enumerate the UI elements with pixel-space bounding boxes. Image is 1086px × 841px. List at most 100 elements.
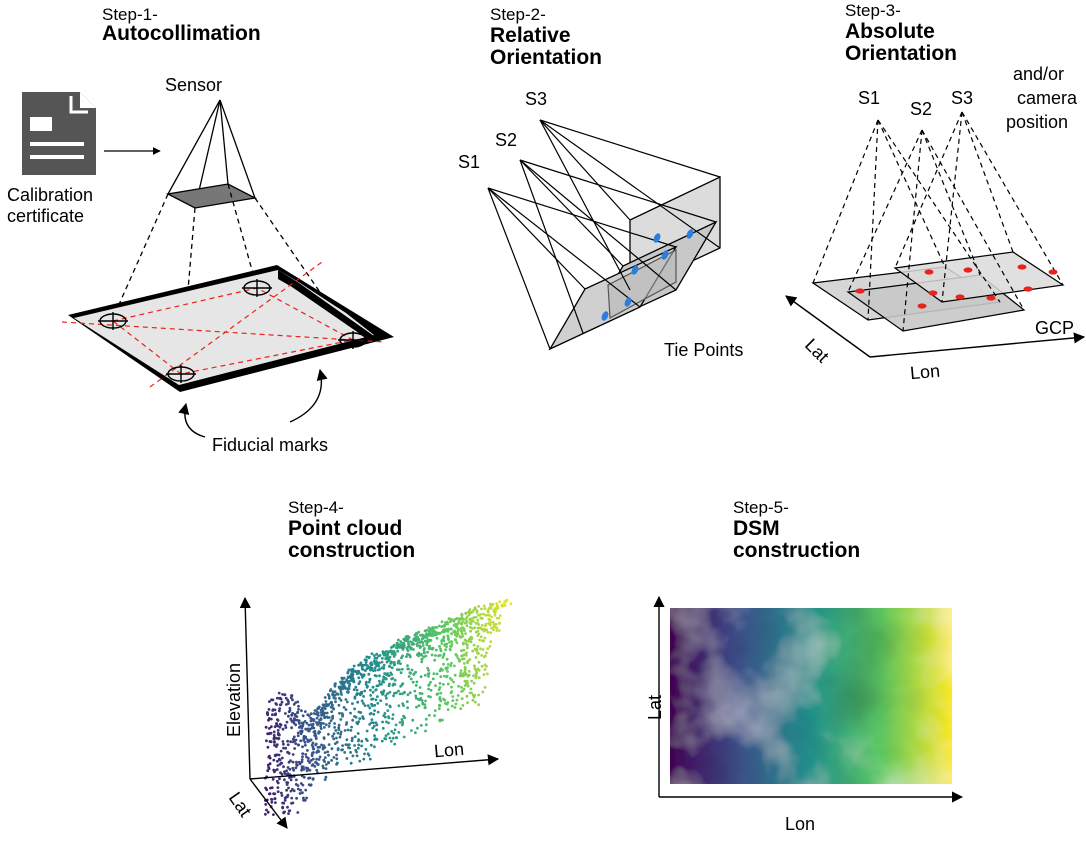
cloud-point [486, 630, 490, 634]
cloud-point [300, 729, 304, 733]
cloud-point [387, 721, 390, 725]
cloud-point [388, 736, 392, 740]
cloud-point [467, 610, 471, 614]
cloud-point [460, 629, 463, 632]
cloud-point [414, 694, 418, 698]
cloud-point [430, 653, 434, 657]
cloud-point [486, 647, 490, 651]
fiducial-arrows [178, 368, 328, 438]
cloud-point [322, 713, 326, 717]
cloud-point [358, 759, 362, 763]
cloud-point [286, 766, 290, 769]
pc-lon-axis-label: Lon [433, 739, 465, 762]
cloud-point [406, 652, 409, 656]
cloud-point [378, 674, 381, 678]
cloud-point [367, 656, 371, 660]
cloud-point [347, 743, 351, 747]
cloud-point [314, 737, 318, 740]
gcp-point [917, 303, 927, 309]
cloud-point [373, 674, 377, 677]
gcp-point [1048, 269, 1058, 275]
cloud-point [350, 679, 353, 682]
lon-axis-label: Lon [909, 361, 941, 384]
cloud-point [422, 648, 426, 652]
certificate-label-line-2: certificate [7, 206, 84, 226]
cloud-point [401, 721, 405, 725]
cloud-point [468, 608, 472, 612]
step-3-title: Step-3- Absolute Orientation [845, 1, 957, 65]
cloud-point [374, 721, 378, 725]
cloud-point [313, 729, 317, 733]
cloud-point [446, 622, 450, 626]
cloud-point [315, 757, 319, 761]
cloud-point [308, 776, 312, 780]
cloud-point [309, 716, 313, 720]
cloud-point [354, 685, 358, 689]
cloud-point [437, 688, 441, 692]
cloud-point [469, 629, 472, 633]
cloud-point [450, 632, 453, 636]
gcp-point [924, 269, 934, 275]
cloud-point [282, 746, 285, 750]
cloud-point [455, 617, 459, 620]
cloud-point [442, 652, 446, 656]
cloud-point [266, 763, 270, 767]
cloud-point [321, 747, 325, 751]
cloud-point [468, 617, 472, 621]
cloud-point [417, 651, 421, 655]
cloud-point [424, 717, 428, 721]
cloud-point [480, 616, 483, 620]
cloud-point [286, 739, 289, 743]
cloud-point [275, 696, 279, 700]
cloud-point [461, 642, 465, 646]
cloud-point [289, 759, 292, 763]
cloud-point [433, 658, 437, 662]
cloud-point [391, 736, 395, 740]
cloud-point [466, 674, 470, 678]
cloud-point [300, 758, 304, 761]
cloud-point [497, 616, 501, 620]
cloud-point [394, 723, 398, 727]
cloud-point [332, 707, 336, 711]
tie-point [624, 297, 632, 307]
cloud-point [449, 645, 452, 648]
station-s3-label: S3 [525, 89, 547, 109]
cloud-point [372, 724, 376, 728]
cloud-point [328, 722, 331, 725]
cloud-point [473, 607, 477, 611]
cloud-point [267, 727, 271, 730]
cloud-point [302, 796, 305, 800]
cloud-point [358, 717, 362, 720]
cloud-point [351, 718, 355, 722]
cloud-point [456, 632, 460, 636]
cloud-point [494, 623, 498, 626]
cloud-point [497, 629, 501, 632]
cloud-point [410, 729, 413, 732]
cloud-point [498, 621, 502, 625]
cloud-point [311, 757, 315, 761]
cloud-point [296, 710, 300, 714]
step-1-heading: Autocollimation [102, 22, 261, 45]
cloud-point [350, 736, 354, 740]
cloud-point [463, 684, 467, 687]
cloud-point [346, 687, 350, 691]
cloud-point [366, 684, 369, 688]
cloud-point [307, 729, 311, 733]
cloud-point [455, 641, 459, 645]
cloud-point [407, 643, 411, 647]
cloud-point [297, 704, 300, 708]
cloud-point [326, 750, 330, 754]
cloud-point [303, 720, 307, 723]
cloud-point [350, 670, 354, 673]
cloud-point [489, 602, 492, 606]
cloud-point [376, 701, 380, 705]
point-cloud [264, 598, 513, 816]
cloud-point [341, 744, 344, 747]
cloud-point [375, 728, 378, 732]
cloud-point [427, 674, 430, 678]
gcp-label: GCP [1035, 318, 1074, 338]
cloud-point [420, 699, 424, 702]
cloud-point [447, 628, 451, 631]
cloud-point [457, 684, 460, 688]
